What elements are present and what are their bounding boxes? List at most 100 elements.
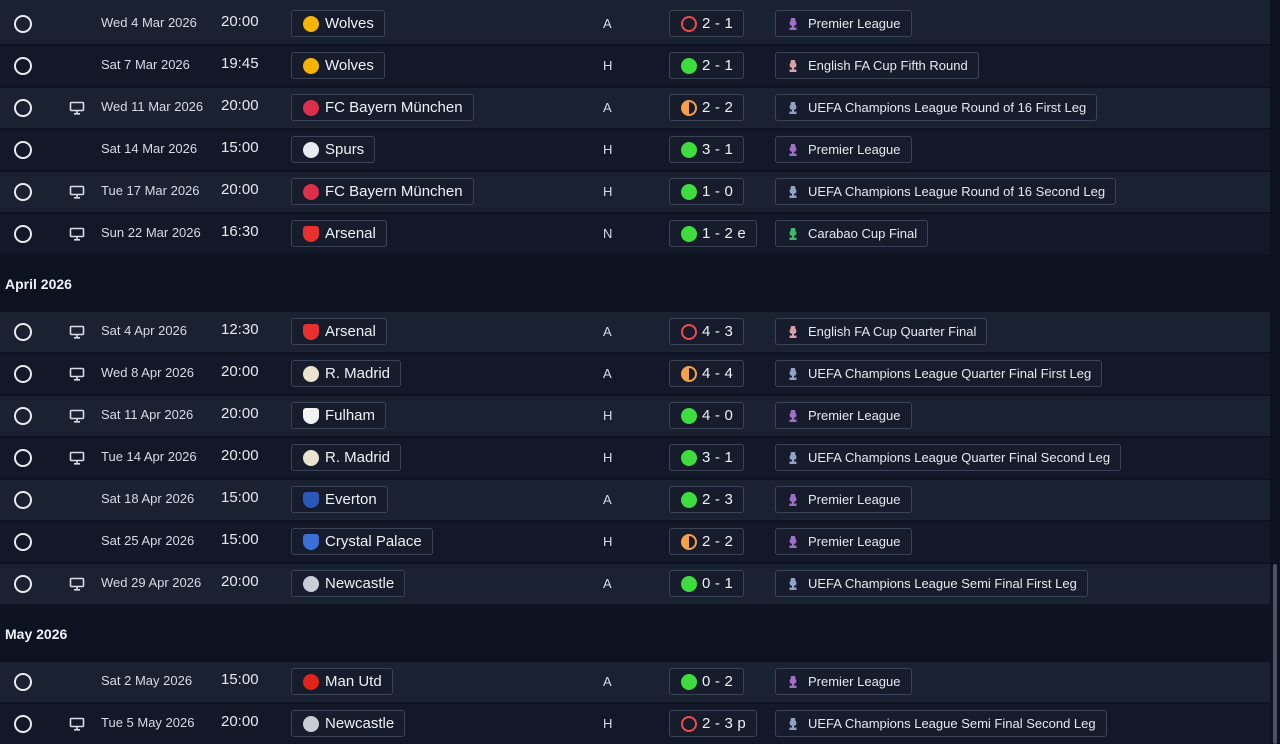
month-title: May 2026 <box>5 626 68 642</box>
competition-name: English FA Cup Fifth Round <box>808 58 968 73</box>
match-score: 2 - 3 <box>702 491 734 508</box>
fixture-row[interactable]: Sat 18 Apr 2026 15:00 Everton A 2 - 3 Premier… <box>0 480 1270 520</box>
fixture-row[interactable]: Sat 2 May 2026 15:00 Man Utd A 0 - 2 Premier … <box>0 662 1270 702</box>
competition-button[interactable]: Carabao Cup Final <box>775 220 929 247</box>
match-result-button[interactable]: 2 - 1 <box>669 10 745 37</box>
venue-indicator: A <box>603 366 612 381</box>
opponent-button[interactable]: R. Madrid <box>291 444 402 471</box>
opponent-button[interactable]: Newcastle <box>291 710 406 737</box>
competition-button[interactable]: UEFA Champions League Quarter Final Seco… <box>775 444 1122 471</box>
fixture-row[interactable]: Sat 4 Apr 2026 12:30 Arsenal A 4 - 3 English … <box>0 312 1270 352</box>
fixture-row[interactable]: Tue 17 Mar 2026 20:00 FC Bayern München H 1 … <box>0 172 1270 212</box>
match-result-button[interactable]: 2 - 2 <box>669 528 745 555</box>
opponent-button[interactable]: Spurs <box>291 136 376 163</box>
select-radio[interactable] <box>14 15 32 33</box>
select-radio[interactable] <box>14 407 32 425</box>
opponent-button[interactable]: FC Bayern München <box>291 94 474 121</box>
competition-button[interactable]: English FA Cup Quarter Final <box>775 318 988 345</box>
competition-button[interactable]: Premier League <box>775 668 912 695</box>
select-radio[interactable] <box>14 57 32 75</box>
opponent-button[interactable]: Arsenal <box>291 220 387 247</box>
match-score: 3 - 1 <box>702 141 734 158</box>
competition-button[interactable]: UEFA Champions League Semi Final Second … <box>775 710 1107 737</box>
fixture-row[interactable]: Tue 14 Apr 2026 20:00 R. Madrid H 3 - 1 UEFA … <box>0 438 1270 478</box>
select-radio[interactable] <box>14 365 32 383</box>
match-result-button[interactable]: 2 - 3 p <box>669 710 757 737</box>
opponent-button[interactable]: R. Madrid <box>291 360 402 387</box>
match-result-button[interactable]: 4 - 3 <box>669 318 745 345</box>
club-crest-icon <box>303 715 319 732</box>
win-result-icon <box>681 141 697 158</box>
win-result-icon <box>681 407 697 424</box>
vertical-scrollbar[interactable] <box>1273 564 1277 744</box>
opponent-button[interactable]: Arsenal <box>291 318 387 345</box>
fixture-row[interactable]: Sat 11 Apr 2026 20:00 Fulham H 4 - 0 Premier … <box>0 396 1270 436</box>
opponent-button[interactable]: Crystal Palace <box>291 528 433 555</box>
kickoff-time: 20:00 <box>221 573 259 590</box>
competition-button[interactable]: UEFA Champions League Round of 16 First … <box>775 94 1098 121</box>
fixture-row[interactable]: Wed 8 Apr 2026 20:00 R. Madrid A 4 - 4 UEFA C… <box>0 354 1270 394</box>
select-radio[interactable] <box>14 225 32 243</box>
match-result-button[interactable]: 2 - 3 <box>669 486 745 513</box>
select-radio[interactable] <box>14 183 32 201</box>
venue-indicator: A <box>603 100 612 115</box>
club-crest-icon <box>303 15 319 32</box>
fixture-row[interactable]: Wed 29 Apr 2026 20:00 Newcastle A 0 - 1 UEFA … <box>0 564 1270 604</box>
select-radio[interactable] <box>14 323 32 341</box>
competition-button[interactable]: UEFA Champions League Round of 16 Second… <box>775 178 1117 205</box>
club-crest-icon <box>303 183 319 200</box>
match-result-button[interactable]: 3 - 1 <box>669 136 745 163</box>
match-result-button[interactable]: 4 - 4 <box>669 360 745 387</box>
header-strip <box>0 0 1270 4</box>
competition-button[interactable]: English FA Cup Fifth Round <box>775 52 979 79</box>
match-result-button[interactable]: 1 - 0 <box>669 178 745 205</box>
fixture-row[interactable]: Sat 7 Mar 2026 19:45 Wolves H 2 - 1 English F… <box>0 46 1270 86</box>
select-radio[interactable] <box>14 99 32 117</box>
kickoff-time: 12:30 <box>221 321 259 338</box>
fixture-date: Tue 14 Apr 2026 <box>101 449 197 464</box>
match-result-button[interactable]: 0 - 1 <box>669 570 745 597</box>
select-radio[interactable] <box>14 491 32 509</box>
competition-button[interactable]: Premier League <box>775 486 912 513</box>
competition-button[interactable]: Premier League <box>775 10 912 37</box>
competition-trophy-icon <box>789 227 797 240</box>
competition-button[interactable]: Premier League <box>775 402 912 429</box>
fixture-row[interactable]: Sun 22 Mar 2026 16:30 Arsenal N 1 - 2 e Carab… <box>0 214 1270 254</box>
match-result-button[interactable]: 2 - 2 <box>669 94 745 121</box>
select-radio[interactable] <box>14 715 32 733</box>
tv-broadcast-icon <box>69 227 85 241</box>
match-score: 0 - 1 <box>702 575 734 592</box>
fixture-row[interactable]: Sat 14 Mar 2026 15:00 Spurs H 3 - 1 Premier L… <box>0 130 1270 170</box>
select-radio[interactable] <box>14 575 32 593</box>
match-result-button[interactable]: 3 - 1 <box>669 444 745 471</box>
match-score: 1 - 2 e <box>702 225 746 242</box>
loss-result-icon <box>681 323 697 340</box>
fixture-row[interactable]: Wed 11 Mar 2026 20:00 FC Bayern München A 2 … <box>0 88 1270 128</box>
select-radio[interactable] <box>14 449 32 467</box>
opponent-button[interactable]: Newcastle <box>291 570 406 597</box>
opponent-button[interactable]: Man Utd <box>291 668 393 695</box>
competition-trophy-icon <box>789 451 797 464</box>
opponent-button[interactable]: Wolves <box>291 52 385 79</box>
fixture-row[interactable]: Sat 25 Apr 2026 15:00 Crystal Palace H 2 - 2… <box>0 522 1270 562</box>
competition-button[interactable]: Premier League <box>775 528 912 555</box>
select-radio[interactable] <box>14 533 32 551</box>
venue-indicator: H <box>603 58 613 73</box>
kickoff-time: 20:00 <box>221 363 259 380</box>
competition-button[interactable]: Premier League <box>775 136 912 163</box>
match-result-button[interactable]: 2 - 1 <box>669 52 745 79</box>
competition-name: English FA Cup Quarter Final <box>808 324 977 339</box>
competition-button[interactable]: UEFA Champions League Quarter Final Firs… <box>775 360 1103 387</box>
select-radio[interactable] <box>14 673 32 691</box>
fixture-row[interactable]: Wed 4 Mar 2026 20:00 Wolves A 2 - 1 Premier L… <box>0 4 1270 44</box>
match-result-button[interactable]: 1 - 2 e <box>669 220 757 247</box>
opponent-button[interactable]: Wolves <box>291 10 385 37</box>
opponent-button[interactable]: Everton <box>291 486 388 513</box>
competition-button[interactable]: UEFA Champions League Semi Final First L… <box>775 570 1088 597</box>
opponent-button[interactable]: Fulham <box>291 402 387 429</box>
fixture-row[interactable]: Tue 5 May 2026 20:00 Newcastle H 2 - 3 p UEFA… <box>0 704 1270 744</box>
match-result-button[interactable]: 4 - 0 <box>669 402 745 429</box>
select-radio[interactable] <box>14 141 32 159</box>
opponent-button[interactable]: FC Bayern München <box>291 178 474 205</box>
match-result-button[interactable]: 0 - 2 <box>669 668 745 695</box>
